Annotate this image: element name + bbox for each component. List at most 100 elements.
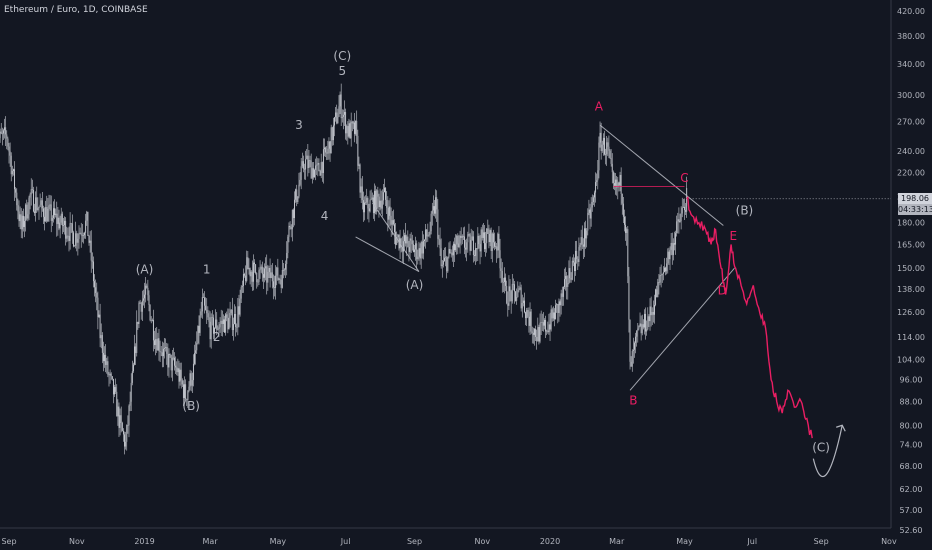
candle-body: [334, 117, 335, 126]
candle-body: [555, 305, 557, 320]
candle-body: [182, 384, 184, 398]
candle-body: [76, 233, 78, 243]
candle-body: [427, 235, 429, 237]
candle-body: [416, 243, 418, 260]
candle-body: [475, 248, 477, 256]
candle-body: [106, 361, 108, 365]
candle-body: [519, 287, 521, 289]
candle-body: [605, 154, 607, 156]
candle-body: [138, 302, 140, 324]
candle-body: [628, 276, 630, 320]
candle-body: [614, 183, 615, 186]
candle-body: [27, 214, 29, 219]
candle-body: [85, 220, 87, 233]
candle-body: [451, 252, 453, 256]
candle-body: [380, 200, 382, 209]
candle-body: [436, 197, 438, 210]
candle-body: [206, 310, 208, 314]
candle-body: [186, 399, 188, 400]
candle-body: [35, 197, 37, 213]
candle-body: [239, 298, 241, 315]
candle-body: [506, 285, 508, 304]
candle-body: [657, 281, 659, 298]
candle-body: [74, 245, 75, 247]
candle-body: [510, 291, 512, 302]
candle-body: [271, 272, 273, 282]
candle-body: [557, 303, 559, 313]
candle-body: [490, 230, 492, 252]
candle-body: [252, 262, 254, 282]
candle-body: [280, 279, 282, 288]
candle-body: [309, 160, 311, 161]
candle-body: [190, 373, 192, 386]
candle-body: [641, 324, 643, 334]
candle-body: [421, 241, 423, 254]
candle-body: [185, 384, 187, 400]
candle-body: [71, 223, 73, 233]
candle-body: [194, 353, 195, 364]
candle-body: [175, 365, 177, 368]
candle-body: [679, 221, 681, 223]
candle-body: [355, 120, 357, 134]
candle-body: [339, 94, 341, 107]
candle-body: [167, 353, 169, 368]
candle-body: [652, 311, 654, 315]
candle-body: [18, 211, 20, 222]
candle-body: [478, 235, 480, 245]
candle-body: [80, 232, 82, 236]
candle-body: [460, 235, 462, 238]
candle-body: [539, 322, 541, 342]
candle-body: [559, 301, 561, 306]
candle-body: [479, 244, 481, 252]
candle-body: [461, 236, 463, 238]
candle-body: [246, 257, 248, 281]
candle-body: [544, 320, 545, 326]
candle-body: [371, 197, 373, 200]
candle-body: [655, 289, 657, 305]
candle-body: [448, 248, 450, 257]
candle-body: [6, 134, 8, 139]
candle-body: [457, 235, 459, 247]
candle-body: [16, 192, 18, 206]
candle-body: [581, 237, 583, 245]
candle-body: [308, 160, 310, 169]
candle-body: [321, 162, 323, 174]
candle-body: [659, 275, 661, 283]
candle-body: [325, 147, 327, 153]
wave-label: A: [595, 100, 604, 114]
candle-body: [377, 190, 379, 197]
triangle-lower-line: [629, 267, 735, 391]
candle-body: [607, 142, 609, 147]
candle-body: [39, 204, 41, 207]
candle-body: [20, 214, 22, 230]
candle-body: [441, 264, 443, 267]
candle-body: [571, 260, 573, 280]
candle-body: [94, 281, 95, 288]
candle-body: [682, 206, 684, 208]
candle-body: [491, 233, 493, 252]
candle-body: [602, 137, 604, 145]
candle-body: [12, 169, 14, 171]
candle-body: [204, 297, 205, 306]
candle-body: [477, 235, 479, 250]
candle-body: [156, 339, 158, 351]
candle-body: [634, 342, 635, 350]
candle-body: [164, 347, 165, 349]
candle-body: [89, 240, 91, 243]
candle-body: [536, 336, 538, 342]
candle-body: [546, 330, 548, 332]
candle-body: [585, 228, 587, 239]
candle-body: [278, 278, 280, 280]
candle-body: [266, 266, 268, 283]
candle-body: [67, 235, 69, 237]
candle-body: [440, 248, 442, 267]
candle-body: [678, 219, 680, 223]
wave-label: E: [730, 229, 738, 243]
candle-body: [38, 206, 40, 209]
wave-label: (C): [812, 441, 830, 455]
candle-body: [229, 313, 231, 318]
candle-body: [502, 281, 504, 283]
candle-body: [424, 239, 425, 242]
candle-body: [542, 322, 544, 326]
